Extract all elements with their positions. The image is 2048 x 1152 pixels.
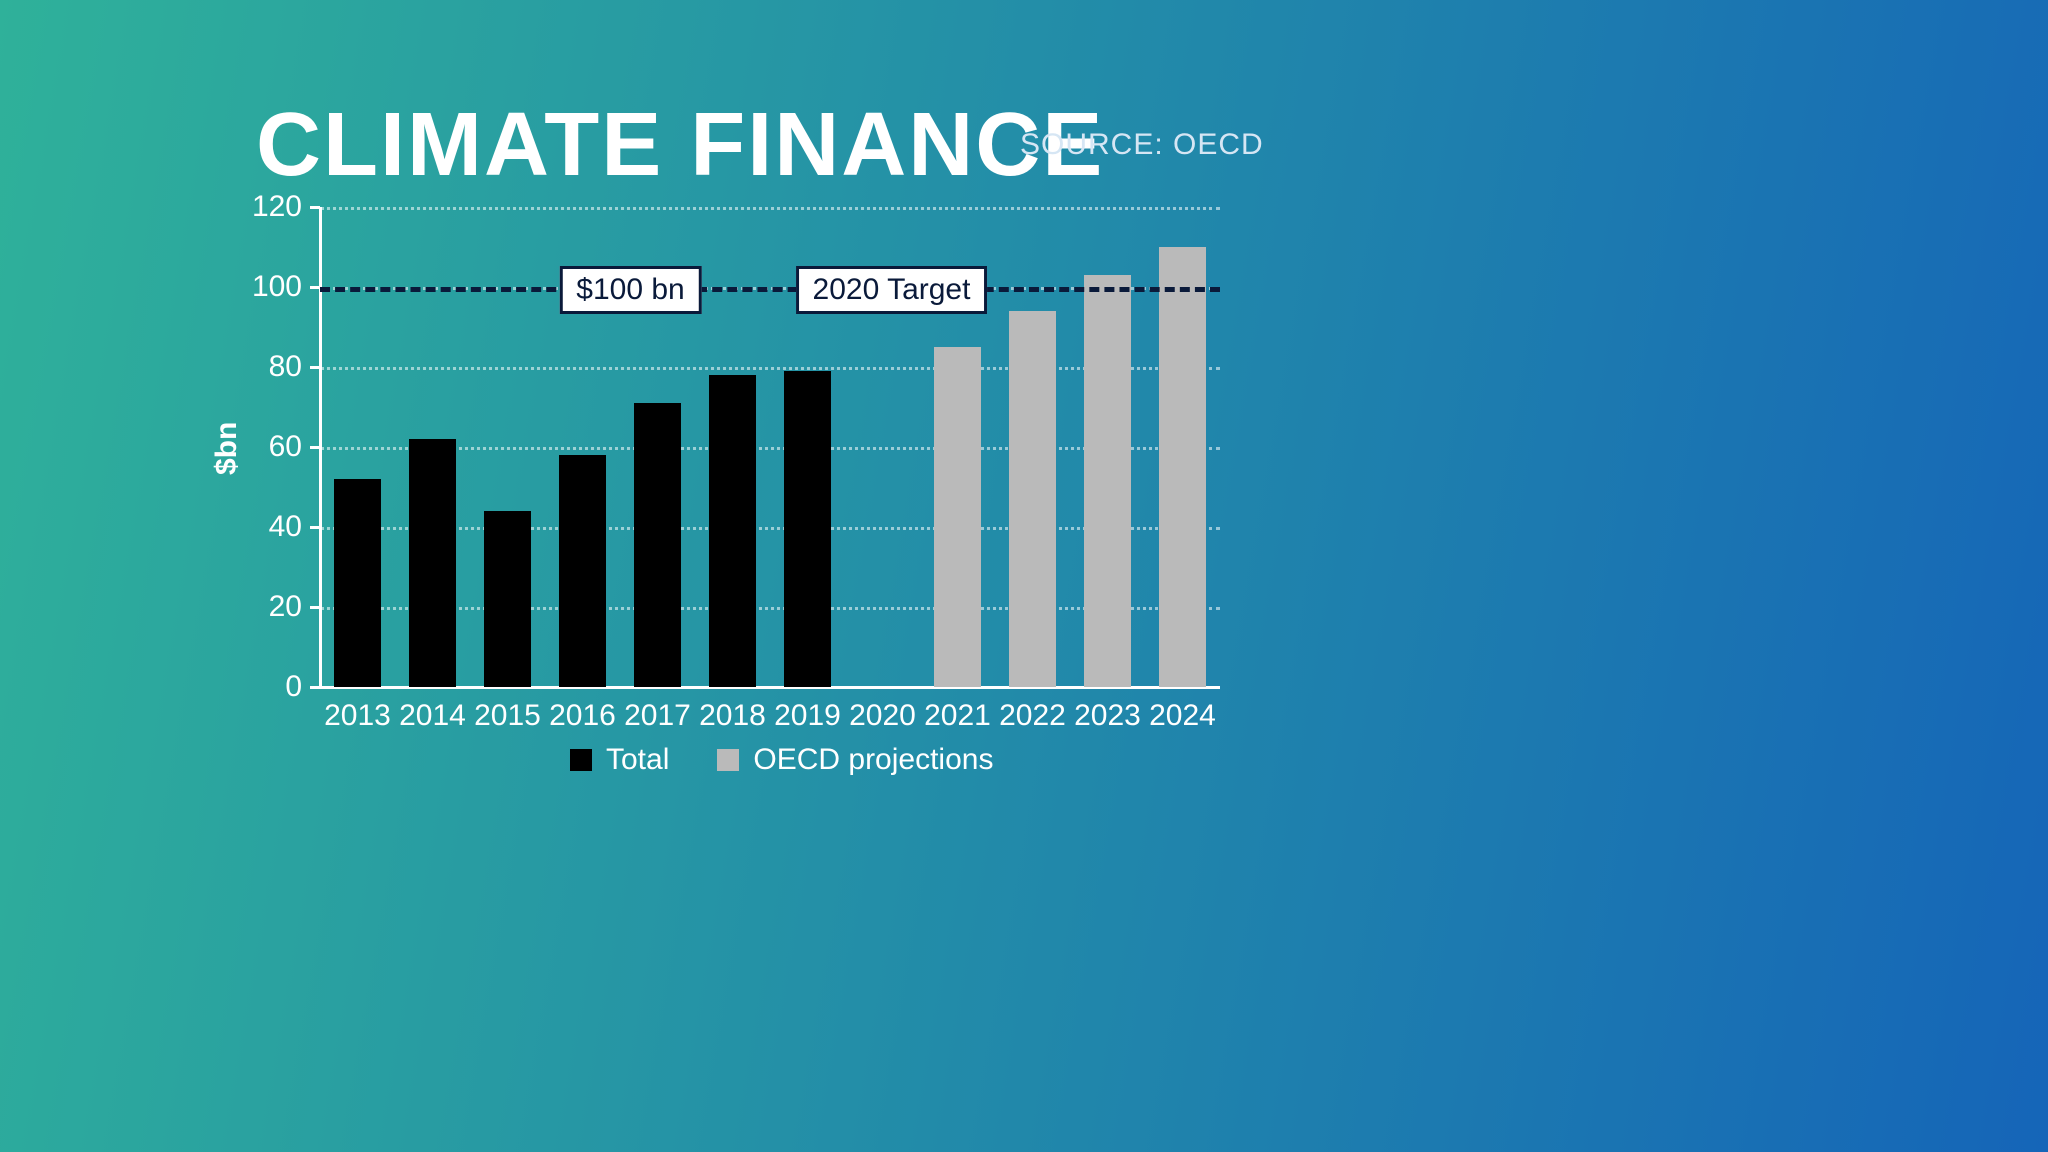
legend-label: Total <box>606 743 669 777</box>
x-tick-label: 2018 <box>699 699 766 733</box>
y-tick-label: 120 <box>242 190 302 224</box>
bar <box>1009 311 1056 687</box>
bar <box>1159 247 1206 687</box>
x-tick-label: 2017 <box>624 699 691 733</box>
y-tick-mark <box>310 446 320 449</box>
x-tick-label: 2015 <box>474 699 541 733</box>
bar <box>1084 275 1131 687</box>
x-tick-label: 2016 <box>549 699 616 733</box>
y-tick-label: 60 <box>242 430 302 464</box>
x-tick-label: 2019 <box>774 699 841 733</box>
x-tick-label: 2024 <box>1149 699 1216 733</box>
source-label: SOURCE: OECD <box>1020 128 1264 162</box>
bar <box>409 439 456 687</box>
x-tick-label: 2022 <box>999 699 1066 733</box>
y-axis-label: $bn <box>210 422 244 475</box>
y-tick-label: 0 <box>242 670 302 704</box>
y-tick-mark <box>310 606 320 609</box>
x-tick-label: 2013 <box>324 699 391 733</box>
y-tick-mark <box>310 206 320 209</box>
gridline <box>320 207 1220 210</box>
legend-item: OECD projections <box>717 743 993 777</box>
y-tick-mark <box>310 366 320 369</box>
legend-swatch <box>717 749 739 771</box>
y-tick-mark <box>310 526 320 529</box>
target-label: 2020 Target <box>796 266 988 314</box>
y-tick-label: 20 <box>242 590 302 624</box>
bar-chart: 0204060801001202013201420152016201720182… <box>320 207 1220 687</box>
legend-label: OECD projections <box>753 743 993 777</box>
plot-area: 0204060801001202013201420152016201720182… <box>320 207 1220 687</box>
bar <box>934 347 981 687</box>
bar <box>709 375 756 687</box>
legend-swatch <box>570 749 592 771</box>
legend: Total OECD projections <box>570 743 993 777</box>
y-tick-mark <box>310 686 320 689</box>
x-tick-label: 2023 <box>1074 699 1141 733</box>
y-tick-mark <box>310 286 320 289</box>
target-line <box>320 287 1220 292</box>
target-label: $100 bn <box>559 266 701 314</box>
x-tick-label: 2020 <box>849 699 916 733</box>
y-tick-label: 80 <box>242 350 302 384</box>
bar <box>484 511 531 687</box>
bar <box>634 403 681 687</box>
chart-title: CLIMATE FINANCE <box>256 94 1104 197</box>
bar <box>784 371 831 687</box>
bar <box>334 479 381 687</box>
x-tick-label: 2014 <box>399 699 466 733</box>
x-tick-label: 2021 <box>924 699 991 733</box>
y-tick-label: 100 <box>242 270 302 304</box>
y-tick-label: 40 <box>242 510 302 544</box>
bar <box>559 455 606 687</box>
legend-item: Total <box>570 743 669 777</box>
